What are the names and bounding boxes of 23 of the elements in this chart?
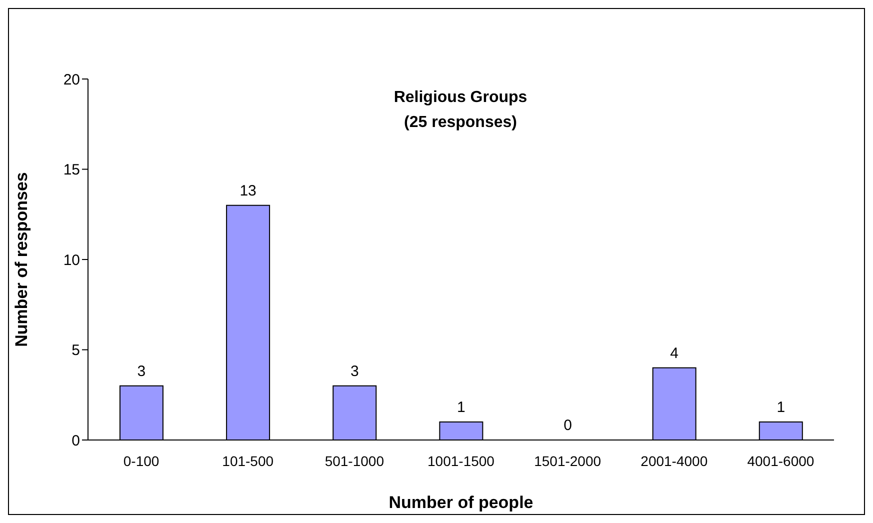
data-label: 0 bbox=[564, 417, 572, 434]
y-axis-title: Number of responses bbox=[12, 172, 32, 347]
text: Religious Groups bbox=[394, 89, 528, 106]
x-tick-label: 1001-1500 bbox=[428, 452, 495, 469]
data-label: 13 bbox=[240, 182, 256, 200]
data-label: 4 bbox=[670, 344, 678, 362]
x-tick-label: 4001-6000 bbox=[747, 452, 814, 469]
x-tick-label: 501-1000 bbox=[324, 452, 384, 469]
data-label: 1 bbox=[457, 398, 466, 416]
text: (25 responses) bbox=[403, 113, 518, 133]
y-tick-label: 20 bbox=[63, 71, 80, 88]
x-axis-title: Number of people bbox=[388, 493, 534, 512]
y-tick-label: 5 bbox=[72, 342, 80, 360]
x-tick-label: 0-100 bbox=[123, 452, 160, 469]
x-tick-label: 101-500 bbox=[222, 452, 274, 469]
y-tick-label: 15 bbox=[63, 162, 80, 179]
x-tick-label: 2001-4000 bbox=[640, 452, 708, 469]
data-label: 3 bbox=[350, 362, 359, 380]
data-label: 1 bbox=[776, 398, 786, 416]
data-label: 3 bbox=[137, 362, 146, 380]
y-tick-label: 10 bbox=[63, 252, 80, 269]
x-tick-label: 1501-2000 bbox=[534, 452, 602, 469]
y-tick-label: 0 bbox=[72, 432, 80, 450]
